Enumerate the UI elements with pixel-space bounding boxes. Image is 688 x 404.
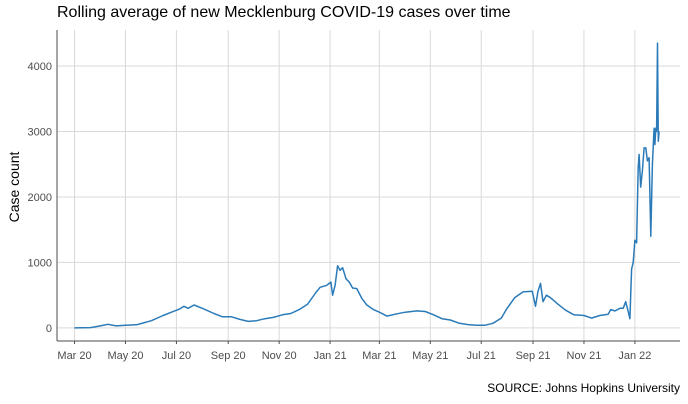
y-tick-label: 4000 xyxy=(28,61,52,73)
data-layer xyxy=(74,42,660,329)
x-tick-label: Jan 21 xyxy=(314,350,347,362)
source-note: SOURCE: Johns Hopkins University xyxy=(487,381,680,395)
x-tick-label: Sep 20 xyxy=(211,350,246,362)
y-tick-label: 2000 xyxy=(28,192,52,204)
x-tick-label: May 20 xyxy=(107,350,143,362)
chart-title: Rolling average of new Mecklenburg COVID… xyxy=(57,4,511,21)
y-tick-label: 1000 xyxy=(28,257,52,269)
x-tick-label: May 21 xyxy=(412,350,448,362)
y-tick-label: 3000 xyxy=(28,126,52,138)
x-tick-label: Sep 21 xyxy=(516,350,551,362)
x-tick-label: Jul 20 xyxy=(162,350,191,362)
series-line-0 xyxy=(74,42,660,329)
grid-lines xyxy=(57,30,680,341)
x-tick-label: Nov 21 xyxy=(567,350,602,362)
x-tick-label: Nov 20 xyxy=(262,350,297,362)
x-tick-label: Mar 20 xyxy=(57,350,91,362)
y-tick-label: 0 xyxy=(46,323,52,335)
axes: 0 1000 2000 3000 4000 Mar 20 May 20 Jul 20 Sep 2… xyxy=(28,30,680,362)
x-tick-label: Mar 21 xyxy=(362,350,396,362)
x-tick-label: Jan 22 xyxy=(618,350,651,362)
y-axis-label: Case count xyxy=(6,151,22,222)
x-tick-label: Jul 21 xyxy=(467,350,496,362)
